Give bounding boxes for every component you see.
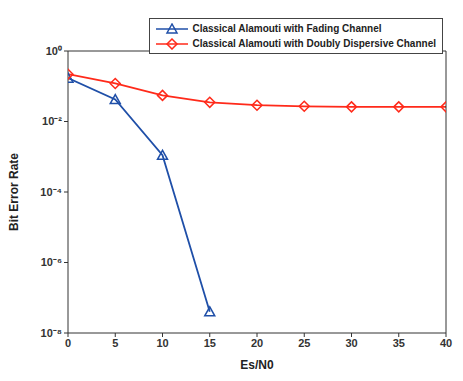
svg-text:Bit Error Rate: Bit Error Rate	[8, 153, 21, 231]
svg-text:35: 35	[393, 337, 405, 349]
svg-text:10⁰: 10⁰	[46, 45, 62, 57]
svg-text:30: 30	[345, 337, 357, 349]
svg-text:15: 15	[204, 337, 216, 349]
svg-text:10⁻²: 10⁻²	[42, 115, 62, 127]
svg-text:40: 40	[440, 337, 452, 349]
svg-text:Es/N0: Es/N0	[240, 358, 274, 372]
svg-text:0: 0	[65, 337, 71, 349]
svg-text:20: 20	[251, 337, 263, 349]
svg-text:25: 25	[298, 337, 310, 349]
svg-text:10⁻⁸: 10⁻⁸	[41, 327, 62, 339]
svg-text:10⁻⁶: 10⁻⁶	[41, 256, 62, 268]
svg-text:10⁻⁴: 10⁻⁴	[40, 186, 62, 198]
svg-text:10: 10	[156, 337, 168, 349]
html-text:Classical Alamouti with Doubly: Classical Alamouti with Doubly Dispersiv…	[192, 38, 436, 49]
html-text:Classical Alamouti with Fading: Classical Alamouti with Fading Channel	[192, 23, 382, 34]
svg-text:5: 5	[112, 337, 118, 349]
